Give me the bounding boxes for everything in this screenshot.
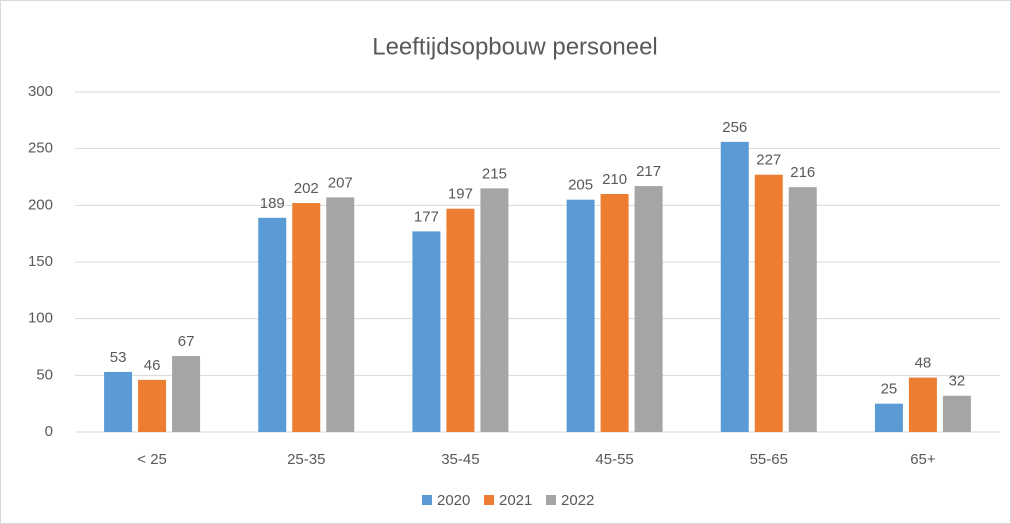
x-tick-label: < 25: [137, 451, 167, 468]
y-tick-label: 250: [28, 140, 53, 157]
legend-swatch: [484, 495, 494, 505]
x-tick-label: 25-35: [287, 451, 325, 468]
data-label: 210: [602, 171, 627, 188]
y-tick-label: 0: [45, 423, 53, 440]
data-label: 215: [482, 165, 507, 182]
y-tick-label: 150: [28, 253, 53, 270]
y-tick-label: 200: [28, 196, 53, 213]
data-label: 177: [414, 208, 439, 225]
y-tick-label: 100: [28, 310, 53, 327]
data-label: 202: [294, 180, 319, 197]
bar: [600, 194, 629, 432]
legend-swatch: [422, 495, 432, 505]
data-label: 32: [949, 373, 966, 390]
bar: [788, 187, 817, 432]
bar: [566, 199, 595, 432]
data-label: 25: [881, 381, 898, 398]
y-tick-label: 50: [36, 366, 53, 383]
bar: [908, 377, 937, 432]
y-tick-label: 300: [28, 83, 53, 100]
bar: [412, 231, 441, 432]
bar: [172, 356, 201, 432]
bar: [326, 197, 355, 432]
data-label: 217: [636, 163, 661, 180]
data-label: 216: [790, 164, 815, 181]
bar: [258, 217, 287, 432]
bar: [754, 174, 783, 432]
bar: [480, 188, 509, 432]
bar: [942, 395, 971, 432]
bar: [634, 186, 663, 432]
data-label: 207: [328, 174, 353, 191]
data-label: 189: [260, 195, 285, 212]
bar: [138, 379, 167, 432]
data-label: 46: [144, 357, 161, 374]
bar: [720, 141, 749, 432]
data-label: 197: [448, 186, 473, 203]
data-label: 227: [756, 152, 781, 169]
data-label: 67: [178, 333, 195, 350]
chart-title: Leeftijdsopbouw personeel: [372, 33, 658, 60]
data-label: 205: [568, 177, 593, 194]
legend-swatch: [546, 495, 556, 505]
bar: [292, 203, 321, 432]
x-tick-label: 35-45: [441, 451, 479, 468]
legend-label: 2020: [437, 492, 470, 509]
data-label: 53: [110, 349, 127, 366]
data-label: 256: [722, 119, 747, 136]
x-tick-label: 45-55: [595, 451, 633, 468]
bar: [874, 403, 903, 432]
legend-label: 2021: [499, 492, 532, 509]
bar: [446, 208, 475, 432]
x-tick-label: 55-65: [750, 451, 788, 468]
bar: [104, 371, 133, 432]
x-tick-label: 65+: [910, 451, 936, 468]
legend-label: 2022: [561, 492, 594, 509]
data-label: 48: [915, 355, 932, 372]
